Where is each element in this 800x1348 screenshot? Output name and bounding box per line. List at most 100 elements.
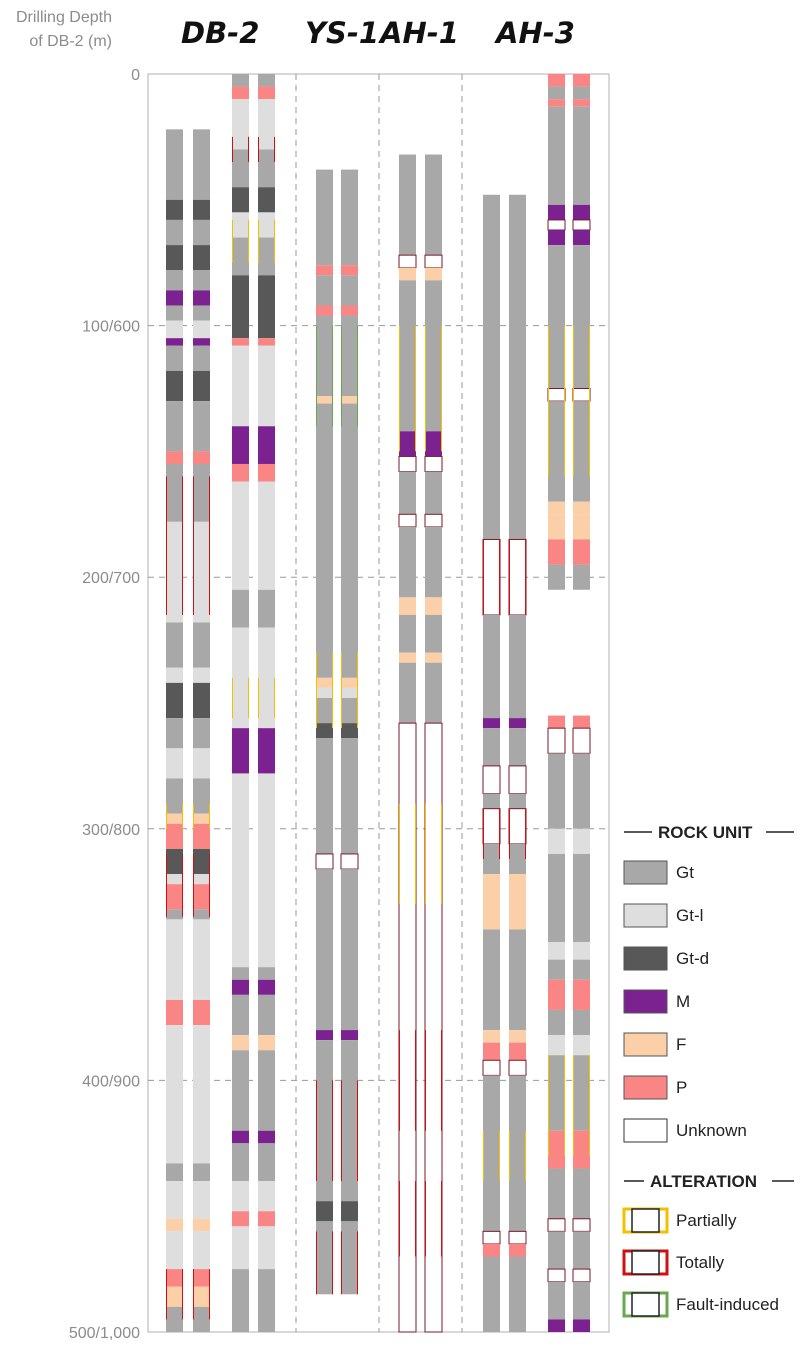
- rock-interval: [193, 622, 210, 668]
- rock-interval: [483, 614, 500, 719]
- rock-interval: [316, 403, 333, 678]
- rock-interval: [193, 129, 210, 200]
- rock-interval: [341, 697, 358, 724]
- rock-interval: [483, 728, 500, 766]
- rock-interval: [573, 106, 590, 205]
- rock-interval: [232, 773, 249, 968]
- rock-interval: [509, 929, 526, 1031]
- rock-interval: [166, 401, 183, 452]
- rock-interval: [316, 275, 333, 306]
- rock-interval: [399, 662, 416, 724]
- rock-interval: [341, 403, 358, 678]
- y-tick-labels: 0 100/600 200/700 300/800 400/900 500/1,000: [69, 67, 140, 1342]
- rock-interval: [548, 501, 565, 515]
- rock-interval: [258, 1130, 275, 1144]
- rock-interval: [509, 718, 526, 729]
- legend-swatch: [623, 946, 668, 971]
- rock-interval: [573, 539, 590, 565]
- rock-interval: [193, 401, 210, 452]
- well-label-ah1: AH-1: [378, 16, 459, 50]
- rock-interval: [573, 501, 590, 515]
- legend-label: Unknown: [676, 1121, 747, 1140]
- rock-interval: [483, 1243, 500, 1257]
- rock-interval: [166, 778, 183, 814]
- rock-interval: [258, 481, 275, 590]
- rock-interval: [399, 280, 416, 432]
- rock-interval: [258, 74, 275, 87]
- rock-interval: [193, 884, 210, 910]
- rock-interval: [232, 1035, 249, 1051]
- rock-interval: [341, 1030, 358, 1041]
- rock-interval: [166, 667, 183, 683]
- rock-interval: [573, 1168, 590, 1219]
- rock-interval: [424, 513, 443, 528]
- rock-interval: [316, 305, 333, 316]
- rock-interval: [232, 1181, 249, 1212]
- rock-interval: [316, 315, 333, 397]
- rock-interval: [166, 813, 183, 824]
- rock-interval: [573, 514, 590, 540]
- rock-interval: [573, 1055, 590, 1131]
- rock-interval: [166, 622, 183, 668]
- rock-interval: [193, 1218, 210, 1232]
- rock-interval: [258, 1035, 275, 1051]
- rock-interval: [166, 874, 183, 885]
- rock-interval: [193, 1231, 210, 1270]
- rock-interval: [258, 1050, 275, 1131]
- rock-interval: [166, 1218, 183, 1232]
- legend-label: F: [676, 1035, 686, 1054]
- rock-interval: [341, 723, 358, 739]
- rock-interval: [193, 1306, 210, 1332]
- rock-interval: [316, 738, 333, 854]
- legend-swatch: [623, 989, 668, 1014]
- rock-interval: [232, 86, 249, 100]
- rock-interval: [166, 919, 183, 1000]
- rock-interval: [548, 99, 565, 107]
- rock-interval: [573, 828, 590, 854]
- rock-interval: [166, 909, 183, 920]
- legend-swatch: [623, 1075, 668, 1100]
- rock-interval: [193, 999, 210, 1026]
- well-columns: [166, 74, 591, 1333]
- rock-interval: [509, 1243, 526, 1257]
- rock-interval: [425, 597, 442, 615]
- rock-interval: [399, 526, 416, 598]
- rock-interval: [193, 345, 210, 371]
- rock-interval: [232, 212, 249, 238]
- rock-interval: [258, 1269, 275, 1332]
- legend-swatch: [623, 1032, 668, 1057]
- rock-interval: [193, 1269, 210, 1287]
- rock-interval: [548, 1319, 565, 1332]
- rock-interval: [399, 652, 416, 663]
- rock-interval: [399, 431, 416, 457]
- rock-interval: [424, 722, 443, 1333]
- rock-interval: [193, 682, 210, 719]
- rock-interval: [548, 74, 565, 87]
- rock-interval: [316, 677, 333, 688]
- rock-interval: [193, 848, 210, 875]
- rock-interval: [166, 521, 183, 623]
- rock-interval: [509, 1030, 526, 1043]
- rock-interval: [258, 967, 275, 980]
- rock-interval: [258, 627, 275, 729]
- y-axis-title-line1: Drilling Depth: [16, 9, 112, 26]
- y-tick-label: 500/1,000: [69, 1325, 140, 1342]
- rock-interval: [166, 1231, 183, 1270]
- rock-interval: [548, 204, 565, 220]
- rock-interval: [232, 979, 249, 995]
- rock-interval: [316, 1221, 333, 1295]
- rock-interval: [258, 1226, 275, 1270]
- well-column: [547, 715, 591, 1332]
- rock-interval: [573, 204, 590, 220]
- rock-interval: [482, 808, 501, 845]
- rock-interval: [548, 853, 565, 943]
- rock-interval: [232, 187, 249, 213]
- rock-interval: [193, 305, 210, 321]
- rock-interval: [341, 169, 358, 266]
- rock-interval: [232, 275, 249, 339]
- legend-label: Partially: [676, 1211, 737, 1230]
- rock-interval: [548, 942, 565, 960]
- legend-swatch: [623, 860, 668, 885]
- rock-interval: [232, 1050, 249, 1131]
- rock-interval: [509, 874, 526, 930]
